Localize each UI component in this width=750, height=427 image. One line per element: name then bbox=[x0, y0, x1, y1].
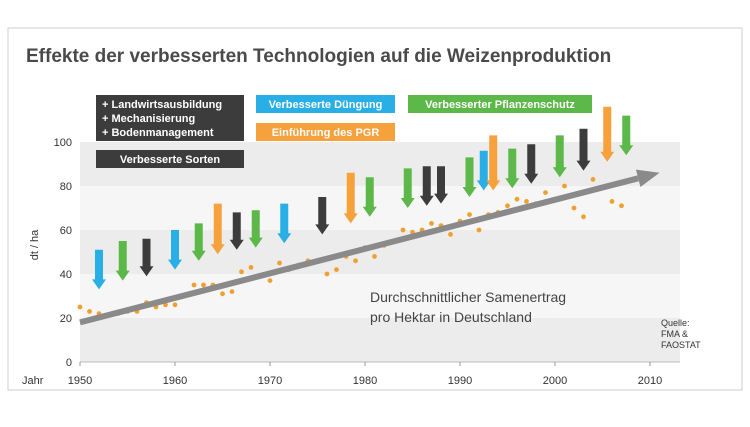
arrow-sorten-6 bbox=[229, 212, 244, 250]
x-tick-label-1980: 1980 bbox=[353, 375, 377, 387]
y-tick-label-40: 40 bbox=[60, 269, 72, 281]
data-point-42 bbox=[514, 196, 520, 202]
band-0-20 bbox=[80, 318, 680, 362]
data-point-1 bbox=[87, 309, 92, 314]
arrow-pflanzenschutz-7 bbox=[248, 210, 263, 248]
data-point-49 bbox=[581, 214, 586, 220]
background-bands bbox=[80, 142, 680, 363]
x-axis-label: Jahr bbox=[22, 375, 44, 387]
trend-line bbox=[79, 175, 639, 326]
arrow-sorten-9 bbox=[315, 197, 330, 235]
arrow-pflanzenschutz-11 bbox=[362, 177, 377, 217]
arrow-duengung-0 bbox=[92, 249, 106, 290]
data-point-37 bbox=[467, 212, 472, 218]
y-tick-label-60: 60 bbox=[60, 225, 72, 237]
trend-arrowhead bbox=[635, 169, 660, 188]
arrow-pgr-22 bbox=[600, 106, 615, 162]
legend-label-4-0: Einführung des PGR bbox=[272, 127, 380, 139]
data-point-45 bbox=[543, 190, 548, 196]
data-point-33 bbox=[429, 221, 434, 226]
source-line-3: FAOSTAT bbox=[661, 340, 701, 350]
trend-arrow bbox=[79, 169, 660, 326]
data-point-50 bbox=[590, 177, 596, 182]
legend-label-0-2: + Bodenmanagement bbox=[102, 127, 214, 139]
source-line-1: Quelle: bbox=[661, 318, 690, 328]
arrow-pgr-17 bbox=[486, 135, 501, 191]
arrow-pflanzenschutz-4 bbox=[191, 223, 206, 261]
x-tick-label-1950: 1950 bbox=[68, 375, 92, 387]
arrow-sorten-19 bbox=[524, 144, 539, 184]
source-line-2: FMA & bbox=[661, 329, 688, 339]
data-point-0 bbox=[77, 304, 83, 310]
data-point-35 bbox=[448, 232, 453, 237]
arrow-pflanzenschutz-1 bbox=[115, 241, 130, 281]
technology-arrows bbox=[92, 106, 634, 290]
annotation-line-2: pro Hektar in Deutschland bbox=[370, 309, 532, 325]
arrow-pflanzenschutz-23 bbox=[619, 115, 634, 156]
legend-box-4 bbox=[256, 123, 395, 141]
data-point-28 bbox=[372, 254, 377, 259]
y-axis-label: dt / ha bbox=[29, 229, 41, 260]
y-tick-label-20: 20 bbox=[60, 313, 72, 325]
data-point-48 bbox=[571, 205, 577, 211]
arrow-sorten-2 bbox=[139, 238, 154, 277]
legend-label-0-0: + Landwirtsausbildung bbox=[102, 99, 222, 111]
chart-title: Effekte der verbesserten Technologien au… bbox=[26, 46, 611, 67]
arrow-pflanzenschutz-20 bbox=[552, 135, 567, 178]
arrow-duengung-8 bbox=[277, 203, 292, 244]
data-point-30 bbox=[400, 227, 406, 233]
x-tick-label-2010: 2010 bbox=[638, 375, 662, 387]
legend-label-3-0: Verbesserter Pflanzenschutz bbox=[425, 99, 575, 111]
data-point-13 bbox=[220, 291, 225, 297]
arrow-sorten-14 bbox=[434, 166, 448, 204]
data-point-24 bbox=[334, 267, 339, 272]
data-point-14 bbox=[229, 289, 235, 294]
x-axis-ticks: 1950 1960 1970 1980 1990 2000 2010 bbox=[68, 362, 662, 387]
x-tick-label-2000: 2000 bbox=[543, 375, 567, 387]
y-tick-label-0: 0 bbox=[66, 357, 72, 369]
legend-box-2 bbox=[256, 95, 395, 113]
data-point-23 bbox=[324, 271, 330, 277]
y-tick-label-80: 80 bbox=[60, 181, 72, 193]
data-point-26 bbox=[353, 258, 358, 264]
x-tick-label-1990: 1990 bbox=[448, 375, 472, 387]
legend-box-0 bbox=[96, 95, 244, 141]
data-point-9 bbox=[172, 302, 178, 308]
arrow-pgr-10 bbox=[343, 172, 358, 224]
y-axis-ticks: 0 20 40 60 80 100 bbox=[54, 137, 72, 369]
legend-label-1-0: Verbesserte Sorten bbox=[120, 154, 221, 166]
arrow-sorten-13 bbox=[419, 166, 434, 206]
data-point-47 bbox=[562, 183, 567, 189]
arrow-pflanzenschutz-18 bbox=[505, 148, 520, 189]
legend-box-3 bbox=[408, 95, 592, 113]
x-tick-label-1960: 1960 bbox=[163, 375, 187, 387]
arrow-pflanzenschutz-12 bbox=[400, 168, 415, 208]
y-tick-label-100: 100 bbox=[54, 137, 72, 149]
legend: + Landwirtsausbildung + Mechanisierung + B… bbox=[96, 95, 592, 168]
data-point-10 bbox=[191, 282, 197, 288]
data-point-11 bbox=[201, 282, 206, 288]
annotation-line-1: Durchschnittlicher Samenertrag bbox=[370, 289, 566, 305]
arrow-duengung-3 bbox=[168, 230, 182, 270]
data-point-41 bbox=[505, 203, 510, 209]
data-point-19 bbox=[277, 260, 282, 266]
data-point-51 bbox=[609, 199, 615, 204]
arrow-pflanzenschutz-15 bbox=[462, 157, 477, 197]
legend-label-2-0: Verbesserte Düngung bbox=[269, 99, 383, 111]
data-point-15 bbox=[239, 269, 244, 275]
band-40-60 bbox=[80, 230, 680, 274]
legend-label-0-1: + Mechanisierung bbox=[102, 113, 195, 125]
data-point-52 bbox=[619, 203, 624, 209]
data-point-38 bbox=[476, 227, 482, 233]
arrow-pgr-5 bbox=[210, 203, 225, 255]
legend-box-1 bbox=[96, 150, 244, 168]
x-tick-label-1970: 1970 bbox=[258, 375, 282, 387]
data-point-16 bbox=[248, 265, 254, 270]
data-point-43 bbox=[524, 199, 529, 204]
arrow-sorten-21 bbox=[576, 128, 591, 171]
data-point-18 bbox=[267, 278, 273, 283]
